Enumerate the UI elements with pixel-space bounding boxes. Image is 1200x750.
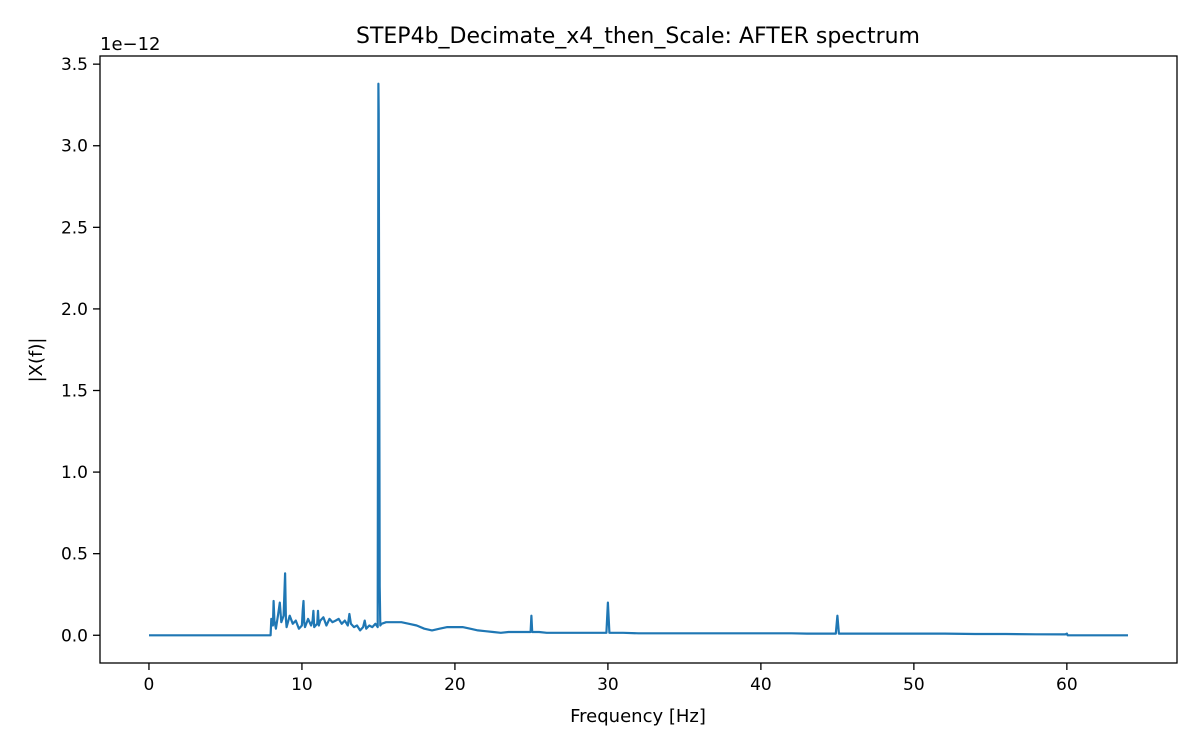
x-tick-label: 60 bbox=[1056, 675, 1078, 695]
x-tick-label: 0 bbox=[144, 675, 155, 695]
y-tick-label: 3.5 bbox=[61, 55, 88, 75]
y-axis-ticks: 0.0 0.5 1.0 1.5 2.0 2.5 3.0 3.5 bbox=[61, 55, 100, 646]
y-tick-label: 1.5 bbox=[61, 382, 88, 402]
x-tick-label: 30 bbox=[597, 675, 619, 695]
x-axis-label: Frequency [Hz] bbox=[570, 706, 706, 727]
y-tick-label: 0.5 bbox=[61, 545, 88, 565]
y-axis-offset-label: 1e−12 bbox=[100, 34, 161, 55]
chart-title: STEP4b_Decimate_x4_then_Scale: AFTER spe… bbox=[356, 24, 920, 49]
y-axis-label: |X(f)| bbox=[26, 338, 47, 383]
x-tick-label: 10 bbox=[291, 675, 313, 695]
x-axis-ticks: 0 10 20 30 40 50 60 bbox=[144, 663, 1078, 695]
y-tick-label: 1.0 bbox=[61, 463, 88, 483]
y-tick-label: 2.5 bbox=[61, 218, 88, 238]
axes-frame bbox=[99, 55, 1178, 664]
x-tick-label: 20 bbox=[444, 675, 466, 695]
y-tick-label: 2.0 bbox=[61, 300, 88, 320]
spectrum-line bbox=[149, 82, 1128, 637]
x-tick-label: 50 bbox=[903, 675, 925, 695]
y-tick-label: 0.0 bbox=[61, 626, 88, 646]
plot-area bbox=[149, 82, 1128, 637]
y-tick-label: 3.0 bbox=[61, 137, 88, 157]
x-tick-label: 40 bbox=[750, 675, 772, 695]
